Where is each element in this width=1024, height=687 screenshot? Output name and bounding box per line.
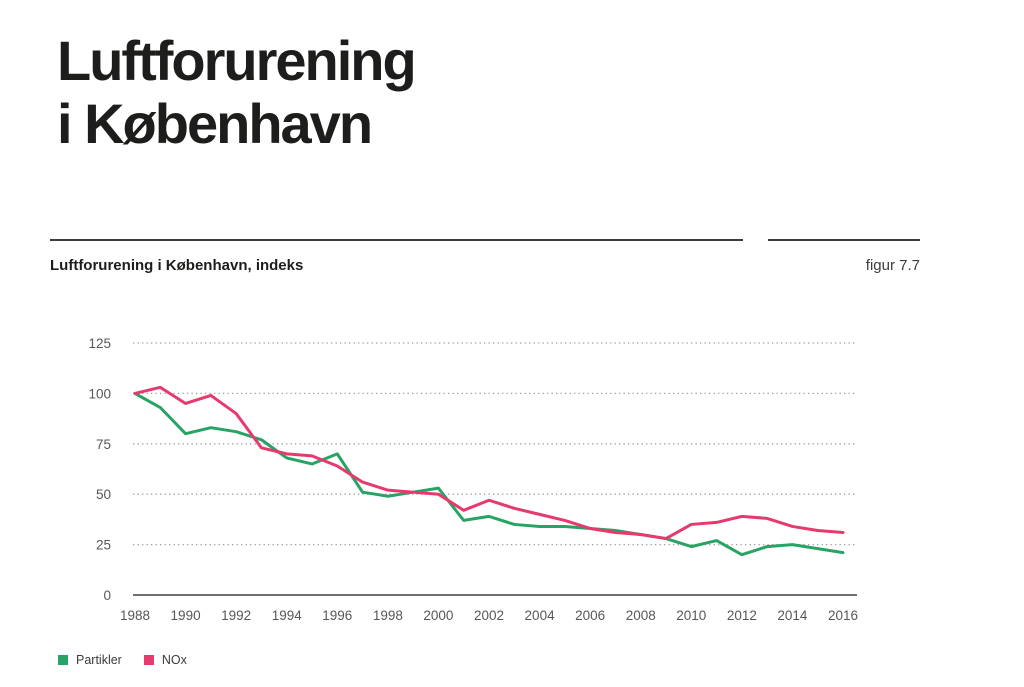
x-axis-tick-2014: 2014 (777, 608, 808, 623)
partikler-swatch-icon (58, 655, 68, 665)
y-axis-tick-75: 75 (96, 437, 111, 452)
x-axis-tick-2016: 2016 (828, 608, 858, 623)
y-axis-tick-100: 100 (88, 386, 111, 401)
x-axis-tick-2010: 2010 (676, 608, 706, 623)
x-axis-tick-1998: 1998 (373, 608, 403, 623)
y-axis-tick-25: 25 (96, 538, 111, 553)
series-line-nox (133, 385, 845, 541)
chart-subtitle: Luftforurening i København, indeks (50, 257, 304, 274)
x-axis-tick-1990: 1990 (171, 608, 201, 623)
x-axis-tick-1988: 1988 (120, 608, 150, 623)
x-axis-tick-1992: 1992 (221, 608, 251, 623)
header-rule-short (768, 239, 920, 241)
x-axis-tick-2012: 2012 (727, 608, 757, 623)
y-axis-tick-125: 125 (88, 336, 111, 351)
y-axis-tick-50: 50 (96, 487, 111, 502)
figure-number-label: figur 7.7 (865, 257, 920, 274)
x-axis-tick-2002: 2002 (474, 608, 504, 623)
legend-item-nox: NOx (143, 653, 187, 667)
legend-label-partikler: Partikler (76, 653, 122, 667)
page-title-line2: i København (57, 91, 373, 155)
x-axis-tick-2006: 2006 (575, 608, 605, 623)
y-axis-tick-0: 0 (103, 588, 111, 603)
page-title: Luftforurening i København (57, 29, 417, 155)
series-line-partikler (133, 391, 845, 557)
x-axis-tick-2000: 2000 (423, 608, 453, 623)
x-axis-tick-1994: 1994 (272, 608, 303, 623)
x-axis-tick-2004: 2004 (525, 608, 556, 623)
legend-label-nox: NOx (161, 653, 187, 667)
x-axis-tick-2008: 2008 (626, 608, 656, 623)
page-title-line1: Luftforurening (57, 29, 417, 92)
header-rule-long (50, 239, 743, 241)
legend-item-partikler: Partikler (58, 653, 122, 667)
nox-swatch-icon (143, 655, 154, 665)
x-axis-tick-1996: 1996 (322, 608, 352, 623)
chart-legend: Partikler NOx (58, 653, 187, 667)
